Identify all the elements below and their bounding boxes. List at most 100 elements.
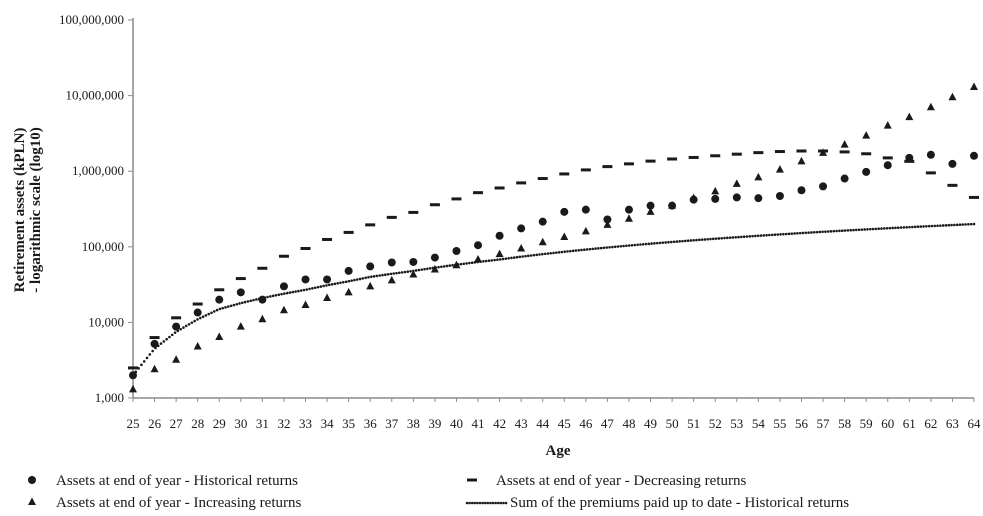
premium-dot [849, 228, 852, 232]
premium-dot [137, 367, 140, 370]
premium-dot [737, 235, 740, 239]
legend-dot [476, 501, 479, 505]
x-tick-label: 34 [321, 416, 335, 431]
premium-dot [627, 244, 631, 247]
dash-point [235, 277, 246, 281]
premium-dot [683, 239, 687, 243]
premium-dot [148, 353, 152, 356]
x-tick-label: 25 [127, 416, 140, 431]
premium-dot [641, 242, 645, 246]
premium-dot [400, 271, 404, 274]
circle-point [581, 205, 590, 214]
legend-item-3: Assets at end of year - Increasing retur… [28, 495, 301, 511]
premium-dot [644, 242, 648, 246]
premium-dot [235, 302, 239, 306]
premium-dot [770, 233, 774, 237]
triangle-point [129, 384, 137, 393]
legend-dot [478, 501, 482, 505]
legend-dot [491, 501, 495, 505]
premium-dot [179, 327, 182, 331]
premium-dot [597, 247, 600, 250]
premium-dot [591, 247, 595, 251]
premium-dot [375, 274, 379, 278]
premium-dot [605, 246, 609, 249]
legend-dot [468, 501, 471, 505]
premium-dot [283, 292, 286, 295]
x-tick-label: 62 [924, 416, 937, 431]
x-tick-label: 58 [838, 416, 851, 431]
premium-dot [319, 285, 323, 288]
premium-dot [765, 233, 768, 237]
legend-dot [470, 501, 474, 505]
dash-point [623, 162, 634, 166]
premium-dot [246, 300, 250, 303]
circle-point [538, 217, 547, 226]
premium-dot [210, 311, 213, 315]
premium-dot [288, 291, 292, 294]
premium-dot [843, 229, 847, 232]
circle-point [624, 205, 633, 214]
premium-dot [905, 225, 909, 229]
premium-dot [675, 240, 679, 243]
x-tick-label: 43 [515, 416, 528, 431]
premium-dot [768, 233, 771, 237]
premium-dot [294, 290, 297, 293]
premium-dot [616, 245, 620, 248]
dash-point [839, 150, 850, 154]
premium-dot [182, 326, 185, 329]
premium-dot [243, 300, 247, 304]
x-tick-label: 42 [493, 416, 506, 431]
dash-point [796, 149, 807, 153]
premium-dot [787, 232, 791, 236]
premium-dot [428, 267, 432, 270]
premium-dot [168, 335, 171, 339]
premium-dot [285, 291, 289, 295]
premium-dot [389, 272, 393, 276]
premium-dot [546, 252, 550, 255]
premium-dot [280, 292, 283, 296]
circle-point [646, 201, 655, 210]
premium-dot [142, 360, 146, 363]
dash-point [925, 171, 936, 175]
premium-dot [622, 244, 625, 248]
circle-point [172, 322, 181, 331]
premium-dot [173, 331, 177, 334]
premium-dot [868, 227, 872, 231]
x-tick-label: 30 [234, 416, 247, 431]
circle-point [366, 262, 375, 271]
circle-point [970, 151, 978, 160]
premium-dot [972, 222, 976, 226]
circle-point [603, 215, 612, 224]
x-tick-label: 31 [256, 416, 269, 431]
premium-dot [224, 306, 227, 309]
premium-dot [518, 255, 522, 259]
x-tick-label: 26 [148, 416, 162, 431]
premium-dot [936, 224, 939, 228]
dash-point [343, 230, 354, 234]
triangle-point [581, 226, 590, 235]
triangle-point [775, 165, 784, 173]
legend-marker [28, 476, 36, 484]
premium-dot [412, 269, 415, 273]
premium-dot [647, 242, 651, 246]
premium-dot [255, 298, 258, 301]
premium-dot [454, 263, 457, 267]
triangle-point [668, 201, 677, 209]
x-tick-label: 27 [170, 416, 184, 431]
premium-dot [630, 243, 634, 247]
premium-dot [490, 259, 494, 262]
series-4 [131, 222, 976, 377]
premium-dot [846, 229, 850, 232]
premium-dot [459, 262, 463, 266]
x-tick-label: 29 [213, 416, 226, 431]
premium-dot [465, 262, 468, 265]
premium-dot [804, 231, 808, 235]
premium-dot [361, 277, 365, 280]
premium-dot [751, 234, 754, 238]
premium-dot [944, 224, 948, 227]
x-tick-label: 64 [968, 416, 982, 431]
premium-dot [709, 237, 712, 241]
premium-dot [229, 304, 233, 308]
premium-dot [403, 270, 407, 274]
triangle-point [193, 341, 202, 350]
